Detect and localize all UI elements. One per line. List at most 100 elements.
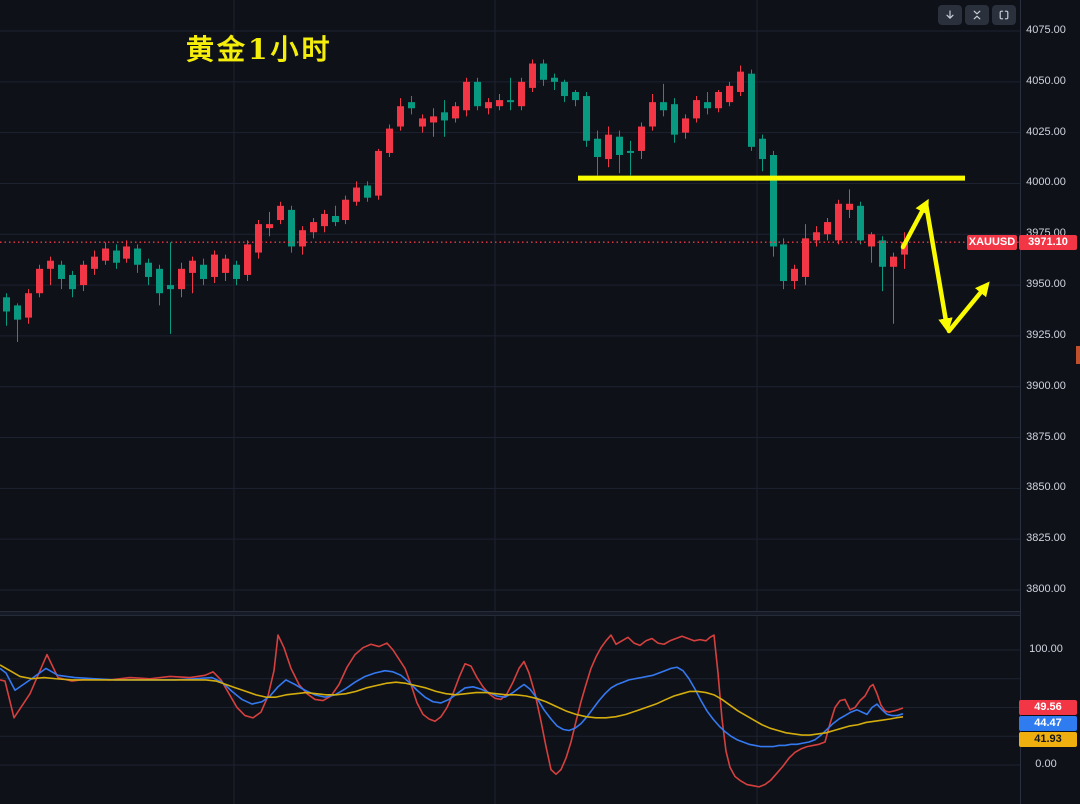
candle-body	[835, 203, 842, 241]
osc-value-label-yellow: 41.93	[1019, 732, 1077, 747]
osc-tick-label: 100.00	[1029, 643, 1063, 655]
symbol-label: XAUUSD	[967, 234, 1017, 250]
candle-body	[682, 118, 689, 133]
price-tick-label: 3900.00	[1026, 379, 1066, 392]
price-tick-label: 4050.00	[1026, 74, 1066, 87]
candle-body	[167, 285, 174, 290]
symbol-label-text: XAUUSD	[968, 235, 1016, 248]
candle-body	[572, 91, 579, 101]
candle-body	[868, 234, 875, 247]
forecast-arrow[interactable]	[946, 281, 990, 334]
candle-body	[846, 203, 853, 210]
candle-body	[332, 215, 339, 223]
candle-body	[605, 134, 612, 160]
candle-body	[693, 100, 700, 119]
price-tick-label: 3825.00	[1026, 532, 1066, 545]
candle-body	[507, 100, 514, 103]
candle-body	[353, 187, 360, 202]
candle-body	[474, 81, 481, 107]
candle-body	[299, 230, 306, 247]
collapse-panes-icon	[971, 9, 983, 21]
candle-body	[485, 102, 492, 109]
price-tick-label: 4075.00	[1026, 24, 1066, 36]
candle-body	[386, 128, 393, 153]
candle-body	[748, 73, 755, 147]
candle-body	[824, 222, 831, 235]
candle-body	[430, 116, 437, 123]
candle-body	[58, 264, 65, 279]
candle-body	[802, 238, 809, 277]
candle-body	[419, 118, 426, 127]
price-axis-pane	[1020, 0, 1080, 804]
candle-body	[47, 260, 54, 269]
osc-value-label-red: 49.56	[1019, 700, 1077, 715]
candle-body	[408, 102, 415, 109]
pane-toolbar	[938, 5, 1016, 25]
candle-body	[156, 268, 163, 294]
candle-body	[375, 150, 382, 196]
candle-body	[3, 297, 10, 312]
candle-body	[200, 264, 207, 279]
arrow-down-icon	[944, 9, 956, 21]
candle-body	[791, 268, 798, 282]
candle-body	[134, 248, 141, 265]
candle-body	[80, 264, 87, 286]
candle-body	[649, 102, 656, 127]
candle-body	[113, 250, 120, 263]
candle-body	[890, 256, 897, 267]
price-tick-label: 3925.00	[1026, 328, 1066, 341]
fullscreen-icon	[998, 9, 1010, 21]
candle-body	[102, 248, 109, 261]
candle-body	[222, 258, 229, 273]
candle-body	[671, 104, 678, 135]
candles-layer	[3, 59, 908, 343]
candle-body	[288, 209, 295, 247]
forecast-arrow[interactable]	[900, 198, 929, 250]
candle-body	[704, 102, 711, 109]
price-axis[interactable]: 4075.00 4050.00 4025.00 4000.00 3975.00 3950.…	[1020, 0, 1080, 804]
collapse-pane-button[interactable]	[965, 5, 989, 25]
j-line-red	[0, 634, 904, 788]
scroll-to-recent-button[interactable]	[938, 5, 962, 25]
pane-divider[interactable]	[0, 611, 1080, 616]
osc-tick-label: 0.00	[1035, 758, 1057, 770]
scrollbar-mark	[1076, 346, 1080, 364]
candle-body	[233, 264, 240, 279]
candle-body	[496, 100, 503, 107]
candle-body	[123, 246, 130, 259]
candle-body	[879, 240, 886, 267]
candle-body	[310, 222, 317, 233]
candle-body	[255, 224, 262, 253]
candle-body	[759, 138, 766, 160]
candle-body	[518, 81, 525, 107]
candle-body	[638, 126, 645, 151]
price-tick-label: 3875.00	[1026, 430, 1066, 443]
price-tick-label: 3800.00	[1026, 582, 1066, 595]
candle-body	[813, 232, 820, 241]
candle-body	[726, 85, 733, 103]
candle-body	[36, 268, 43, 294]
current-price-label: 3971.10	[1019, 234, 1077, 250]
candle-body	[145, 262, 152, 277]
candle-body	[189, 260, 196, 273]
candle-body	[25, 293, 32, 318]
candle-body	[342, 199, 349, 221]
chart-title-annotation[interactable]: 黄金1小时	[186, 33, 333, 66]
candle-body	[244, 244, 251, 275]
candle-body	[211, 254, 218, 277]
candle-body	[441, 112, 448, 121]
fullscreen-button[interactable]	[992, 5, 1016, 25]
candle-body	[660, 102, 667, 111]
price-tick-label: 4000.00	[1026, 176, 1066, 189]
candle-body	[627, 150, 634, 153]
forecast-arrow[interactable]	[923, 201, 953, 333]
candle-body	[529, 63, 536, 88]
price-tick-label: 4025.00	[1026, 125, 1066, 138]
price-tick-label: 3950.00	[1026, 278, 1066, 291]
osc-value-label-blue: 44.47	[1019, 716, 1077, 731]
candle-body	[178, 268, 185, 290]
candle-body	[277, 205, 284, 221]
candle-body	[540, 63, 547, 80]
